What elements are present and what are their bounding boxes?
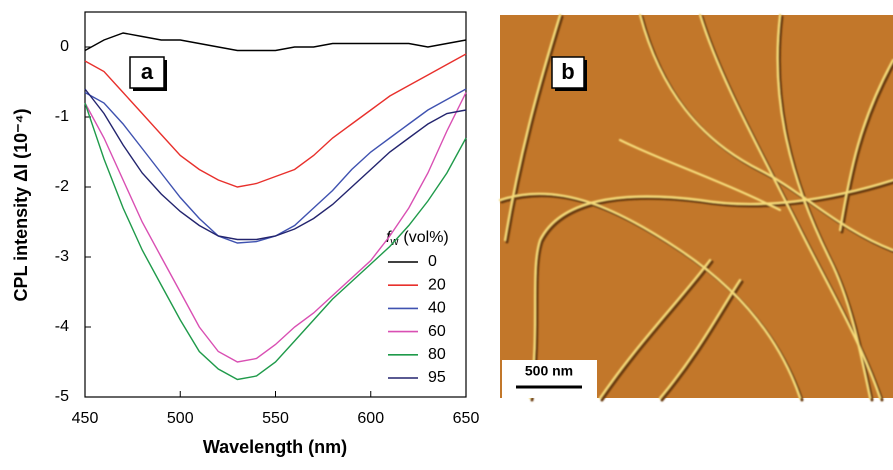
- x-tick-label: 600: [357, 410, 384, 427]
- y-tick-label: -3: [55, 248, 69, 265]
- x-tick-label: 650: [453, 410, 480, 427]
- afm-image: b 500 nm: [498, 13, 893, 402]
- legend-label: 0: [428, 253, 437, 270]
- legend-title: fw (vol%): [386, 229, 449, 248]
- legend-label: 95: [428, 369, 446, 386]
- line-series: [84, 88, 467, 244]
- panel-label: b: [561, 59, 574, 84]
- legend-label: 20: [428, 276, 446, 293]
- line-series: [84, 88, 467, 241]
- x-tick-label: 500: [167, 410, 194, 427]
- y-tick-label: 0: [60, 38, 69, 55]
- x-tick-label: 550: [262, 410, 289, 427]
- legend-label: 40: [428, 300, 446, 317]
- y-tick-label: -5: [55, 388, 69, 405]
- panel-label: a: [141, 59, 154, 84]
- y-tick-label: -4: [55, 318, 69, 335]
- x-tick-label: 450: [72, 410, 99, 427]
- line-series: [84, 92, 467, 363]
- legend-label: 80: [428, 346, 446, 363]
- line-series: [84, 32, 467, 52]
- line-series: [84, 102, 467, 381]
- scale-bar-label: 500 nm: [525, 363, 573, 379]
- x-axis-label: Wavelength (nm): [203, 437, 347, 457]
- y-tick-label: -1: [55, 108, 69, 125]
- y-axis-label: CPL intensity ΔI (10⁻⁴): [11, 108, 31, 301]
- y-tick-label: -2: [55, 178, 69, 195]
- line-series: [84, 53, 467, 188]
- legend-label: 60: [428, 323, 446, 340]
